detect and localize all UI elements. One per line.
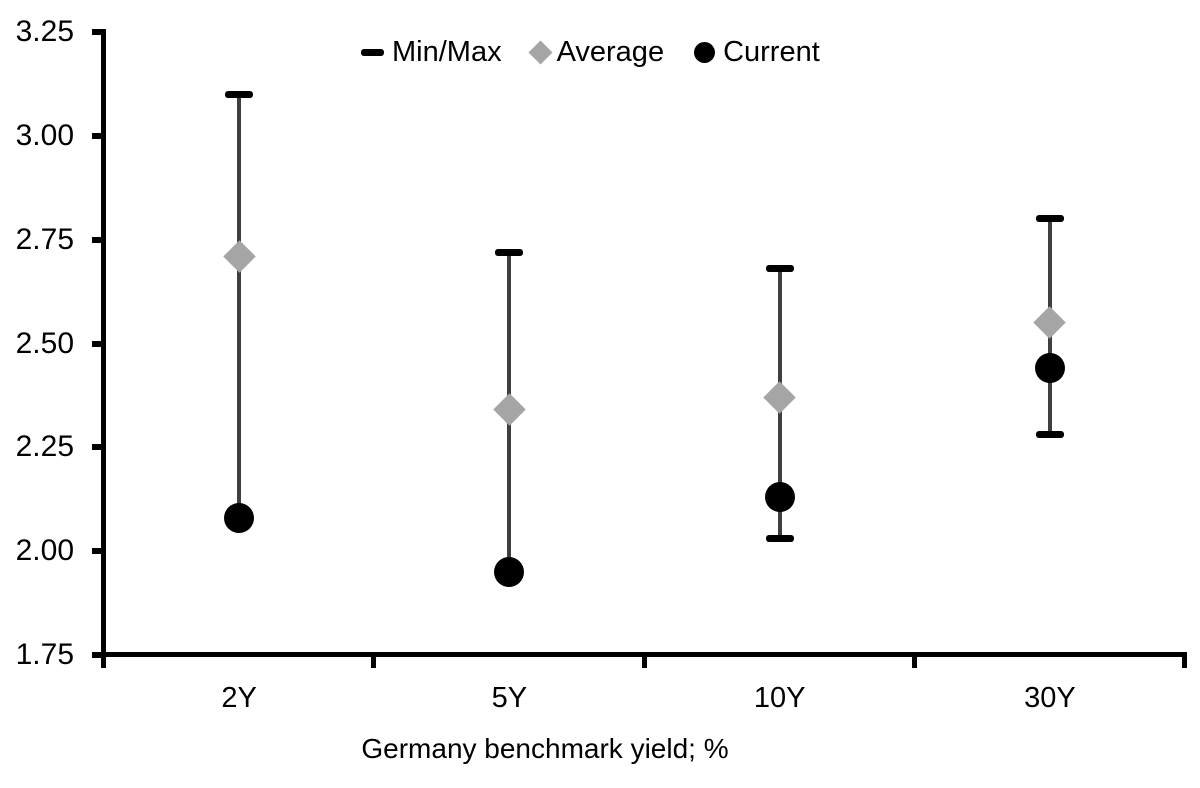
y-tick — [92, 340, 106, 347]
x-category-label: 30Y — [1024, 682, 1076, 714]
x-axis-title: Germany benchmark yield; % — [361, 733, 729, 764]
legend-item-current: Current — [694, 32, 820, 72]
max-cap — [225, 90, 254, 98]
max-cap — [1035, 215, 1064, 223]
y-tick — [92, 548, 106, 555]
y-tick — [92, 652, 106, 658]
y-tick-label: 1.75 — [15, 638, 74, 671]
range-line — [237, 94, 242, 518]
y-tick — [92, 236, 106, 243]
legend-label-current: Current — [723, 36, 820, 68]
legend-label-minmax: Min/Max — [392, 36, 502, 68]
max-cap — [495, 248, 524, 256]
legend: Min/Max Average Current — [361, 32, 820, 72]
dash-icon — [361, 48, 384, 56]
current-marker — [1034, 353, 1065, 384]
x-tick — [101, 652, 106, 668]
legend-item-average: Average — [528, 32, 665, 72]
x-tick — [1182, 652, 1187, 668]
y-tick-label: 2.00 — [15, 534, 74, 568]
min-cap — [765, 535, 794, 543]
diamond-icon — [528, 39, 553, 65]
average-marker — [1033, 306, 1067, 339]
x-category-label: 2Y — [221, 682, 257, 714]
y-tick — [92, 444, 106, 451]
max-cap — [765, 265, 794, 273]
y-tick — [92, 132, 106, 139]
y-tick-label: 2.75 — [15, 222, 74, 256]
x-category-label: 5Y — [491, 682, 528, 714]
x-tick — [911, 652, 917, 668]
circle-icon — [694, 41, 716, 63]
x-category-label: 10Y — [753, 682, 806, 714]
y-tick-label: 2.50 — [15, 326, 74, 360]
legend-item-minmax: Min/Max — [361, 32, 502, 72]
average-marker — [222, 240, 256, 273]
current-marker — [494, 556, 525, 587]
y-tick — [92, 29, 106, 35]
current-marker — [224, 502, 255, 533]
x-tick — [641, 652, 647, 668]
y-tick-label: 3.00 — [15, 118, 74, 152]
y-tick-label: 3.25 — [15, 15, 74, 48]
current-marker — [764, 482, 795, 513]
min-cap — [1035, 431, 1064, 439]
x-tick — [371, 652, 377, 668]
average-marker — [763, 381, 796, 414]
legend-label-average: Average — [556, 36, 665, 68]
y-tick-label: 2.25 — [15, 430, 74, 464]
average-marker — [493, 393, 526, 427]
